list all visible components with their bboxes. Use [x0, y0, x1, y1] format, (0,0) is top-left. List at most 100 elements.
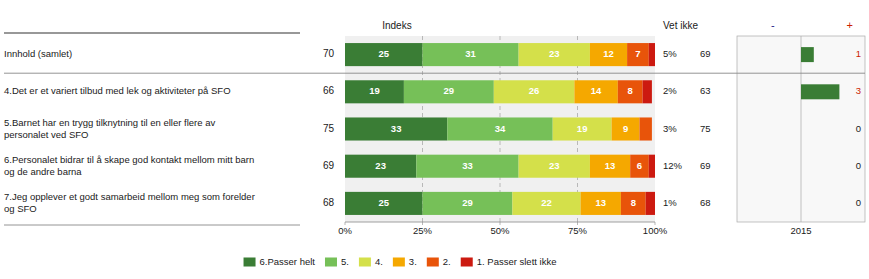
vet-ikke-title: Vet ikke — [663, 20, 698, 31]
data-label: 25 — [378, 197, 389, 208]
category-label-line: og SFO — [4, 203, 37, 214]
data-label: 13 — [605, 160, 616, 171]
legend-item: 2. — [427, 256, 451, 267]
data-label: 9 — [623, 123, 628, 134]
bar-segment — [345, 192, 423, 215]
category-label: 4.Det er et variert tilbud med lek og ak… — [4, 85, 231, 96]
bar-segment — [640, 117, 652, 140]
index-value: 68 — [323, 197, 335, 208]
bar-segment — [345, 80, 404, 103]
data-label: 13 — [595, 197, 606, 208]
data-label: 14 — [591, 85, 602, 96]
bar-segment — [553, 117, 612, 140]
bar-segment — [519, 43, 590, 66]
data-label: 22 — [541, 197, 552, 208]
data-label: 26 — [529, 85, 540, 96]
category-label-line: 6.Personalet bidrar til å skape god kont… — [4, 154, 254, 165]
x-axis: 0% 25% 50% 75% 100% — [338, 222, 668, 236]
bar-segment — [621, 192, 646, 215]
x-tick-label: 75% — [568, 225, 588, 236]
bar-segment — [581, 192, 621, 215]
summary-separator — [4, 73, 865, 74]
vet-ikke-pct: 5% — [663, 48, 677, 59]
index-values: 7066756968 — [323, 48, 335, 208]
vet-ikke-index: 69 — [700, 48, 711, 59]
category-label-line: 5.Barnet har en trygg tilknytning til en… — [4, 117, 215, 128]
bar-segment — [649, 43, 655, 66]
data-label: 34 — [495, 123, 506, 134]
bar-segment — [590, 155, 630, 178]
index-value: 75 — [323, 123, 335, 134]
x-tick-label: 50% — [490, 225, 510, 236]
trend-title-minus: - — [771, 19, 775, 31]
page: {"chart_data": { "type": "bar", "orienta… — [0, 0, 869, 279]
data-label: 31 — [465, 48, 476, 59]
trend-bar — [801, 47, 814, 62]
bar-segment — [612, 117, 640, 140]
bar-segment — [627, 43, 649, 66]
legend-item: 3. — [393, 256, 417, 267]
data-label: 19 — [369, 85, 380, 96]
data-label: 6 — [637, 160, 642, 171]
bar-segment — [574, 80, 617, 103]
category-label-line: personalet ved SFO — [4, 129, 89, 140]
vet-ikke-pct: 2% — [663, 85, 677, 96]
legend-item: 4. — [359, 256, 383, 267]
bar-segment — [423, 192, 513, 215]
legend-label: 2. — [443, 256, 451, 267]
legend-swatch — [461, 258, 473, 267]
category-label: 5.Barnet har en trygg tilknytning til en… — [4, 117, 215, 140]
vet-ikke-pct: 1% — [663, 197, 677, 208]
trend-bar — [801, 122, 802, 137]
data-label: 29 — [444, 85, 455, 96]
legend-label: 6.Passer helt — [260, 256, 316, 267]
category-label-line: 4.Det er et variert tilbud med lek og ak… — [4, 85, 231, 96]
data-label: 33 — [391, 123, 402, 134]
legend-label: 5. — [341, 256, 349, 267]
x-tick-label: 25% — [413, 225, 433, 236]
data-label: 8 — [628, 85, 633, 96]
category-label: 6.Personalet bidrar til å skape god kont… — [4, 154, 254, 177]
data-label: 29 — [462, 197, 473, 208]
index-value: 70 — [323, 48, 335, 59]
trend-bar — [801, 84, 839, 99]
category-label-line: 7.Jeg opplever et godt samarbeid mellom … — [4, 191, 255, 202]
bar-segment — [643, 80, 652, 103]
trend-value: 0 — [856, 123, 861, 134]
bar-segment — [649, 155, 655, 178]
bar-segment — [651, 117, 652, 140]
legend-item: 5. — [325, 256, 349, 267]
bar-segment — [646, 192, 655, 215]
index-title: Indeks — [382, 20, 411, 31]
bar-segment — [630, 155, 649, 178]
bar-segment — [345, 43, 423, 66]
vet-ikke-index: 68 — [700, 197, 711, 208]
bar-segment — [416, 155, 518, 178]
data-label: 8 — [631, 197, 636, 208]
trend-bar — [801, 159, 802, 174]
vet-ikke-index: 63 — [700, 85, 711, 96]
trend-value: 0 — [856, 197, 861, 208]
bars — [345, 43, 655, 215]
category-label-line: Innhold (samlet) — [4, 48, 72, 59]
legend-swatch — [393, 258, 405, 267]
trend-value: 0 — [856, 160, 861, 171]
legend-swatch — [359, 258, 371, 267]
bar-segment — [494, 80, 575, 103]
bar-segment — [423, 43, 519, 66]
bar-segment — [519, 155, 590, 178]
trend-labels: 13000 — [856, 48, 861, 208]
x-tick-label: 0% — [338, 225, 352, 236]
bar-segment — [512, 192, 580, 215]
legend-label: 4. — [375, 256, 383, 267]
x-tick-label: 100% — [643, 225, 668, 236]
trend-value: 3 — [856, 85, 861, 96]
trend-zero-line — [801, 36, 802, 222]
data-labels: 2531231271929261483334199233323136252922… — [369, 48, 642, 208]
bar-segment — [618, 80, 643, 103]
vet-ikke-index: 75 — [700, 123, 711, 134]
legend: 6.Passer helt5.4.3.2.1. Passer slett ikk… — [244, 256, 557, 267]
bar-segment — [590, 43, 627, 66]
category-label-line: og de andre barna — [4, 166, 82, 177]
bar-segment — [404, 80, 494, 103]
